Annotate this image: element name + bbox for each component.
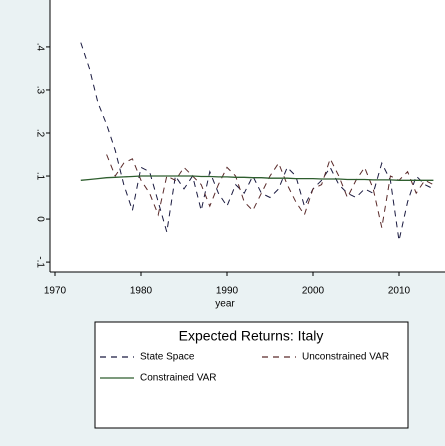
series-line (80, 175, 434, 181)
series-line (80, 42, 434, 241)
legend-label: Unconstrained VAR (302, 352, 389, 363)
y-tick-label: -.1 (34, 256, 45, 268)
x-tick-label: 2010 (388, 286, 411, 297)
y-tick-label: .4 (34, 43, 45, 52)
plot-area (50, 0, 445, 272)
x-tick-label: 2000 (302, 286, 325, 297)
legend-label: State Space (140, 352, 195, 363)
legend-box (94, 321, 409, 429)
legend-title: Expected Returns: Italy (179, 328, 324, 344)
y-tick-label: .3 (34, 86, 45, 95)
y-tick-label: .2 (34, 129, 45, 138)
x-tick-label: 1980 (130, 286, 153, 297)
series-line (106, 154, 434, 228)
legend-label: Constrained VAR (140, 373, 217, 384)
y-tick-label: .1 (34, 172, 45, 181)
x-tick-label: 1970 (44, 286, 67, 297)
y-tick-label: 0 (34, 216, 45, 222)
x-tick-label: 1990 (216, 286, 239, 297)
x-axis-title: year (215, 299, 235, 310)
